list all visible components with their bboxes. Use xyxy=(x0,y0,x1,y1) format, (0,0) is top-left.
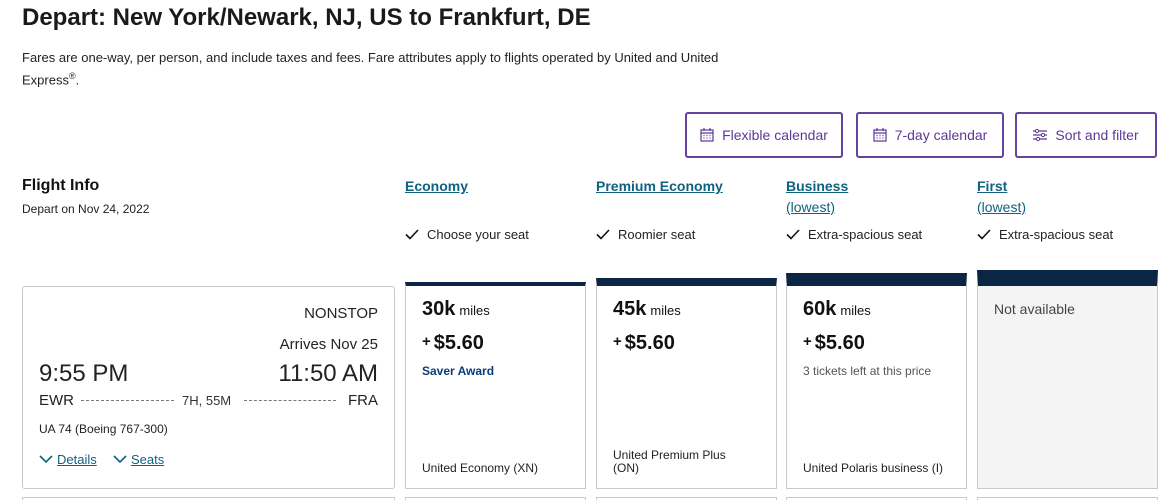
miles-unit: miles xyxy=(840,303,871,318)
fare-badge: Saver Award xyxy=(422,364,495,378)
price-amount: $5.60 xyxy=(624,332,675,354)
cabin-name[interactable]: First xyxy=(977,178,1008,194)
feature-label: Choose your seat xyxy=(427,227,529,242)
cabin-name[interactable]: Economy xyxy=(405,178,469,194)
flexible-calendar-button[interactable]: Flexible calendar xyxy=(685,112,843,158)
details-link[interactable]: Details xyxy=(39,452,97,467)
price: + $5.60 xyxy=(803,332,865,355)
origin: EWR xyxy=(39,392,74,409)
destination: FRA xyxy=(348,392,378,409)
fare-class: United Economy (XN) xyxy=(422,461,539,475)
depart-time: 9:55 PM xyxy=(39,360,129,387)
button-label: Flexible calendar xyxy=(722,127,828,143)
flight-card xyxy=(22,286,395,489)
price: + $5.60 xyxy=(613,332,675,355)
fare-class: United Premium Plus (ON) xyxy=(613,448,726,475)
check-icon xyxy=(405,229,419,240)
arrival-date: Arrives Nov 25 xyxy=(279,336,378,353)
miles-unit: miles xyxy=(459,303,490,318)
price-amount: $5.60 xyxy=(814,332,865,354)
feature-label: Extra-spacious seat xyxy=(808,227,923,242)
plus-sign: + xyxy=(422,333,431,350)
miles-amount: 45k xyxy=(613,298,647,320)
fare-card[interactable] xyxy=(596,278,777,489)
route-line xyxy=(81,400,174,401)
button-label: Sort and filter xyxy=(1055,127,1139,143)
page-title: Depart: New York/Newark, NJ, US to Frank… xyxy=(22,4,591,31)
chevron-icon xyxy=(113,455,127,464)
cabin-name[interactable]: Premium Economy xyxy=(596,178,723,194)
cabin-feature: Roomier seat xyxy=(596,227,695,242)
fare-class: United Polaris business (I) xyxy=(803,461,944,475)
chevron-icon xyxy=(39,455,53,464)
cabin-feature: Extra-spacious seat xyxy=(786,227,922,242)
availability-note: 3 tickets left at this price xyxy=(803,364,932,378)
next-fare-card xyxy=(786,497,967,500)
check-icon xyxy=(596,229,610,240)
button-label: 7-day calendar xyxy=(894,127,988,143)
cabin-name[interactable]: Business xyxy=(786,178,849,194)
disclaimer: Fares are one-way, per person, and inclu… xyxy=(22,50,719,88)
check-icon xyxy=(977,229,991,240)
cabin-sublabel[interactable]: (lowest) xyxy=(977,199,1027,215)
depart-date: Depart on Nov 24, 2022 xyxy=(22,202,150,216)
fare-card xyxy=(977,270,1158,489)
miles: 60k miles xyxy=(803,298,871,321)
miles-amount: 30k xyxy=(422,298,456,320)
stops: NONSTOP xyxy=(304,305,378,322)
arrive-time: 11:50 AM xyxy=(278,360,378,387)
feature-label: Extra-spacious seat xyxy=(999,227,1114,242)
cabin-feature: Choose your seat xyxy=(405,227,529,242)
sort-filter-button[interactable]: Sort and filter xyxy=(1015,112,1157,158)
not-available: Not available xyxy=(994,301,1075,317)
flight-info-heading: Flight Info xyxy=(22,177,100,194)
next-fare-card xyxy=(405,497,586,500)
price-amount: $5.60 xyxy=(433,332,484,354)
disclaimer-text: Fares are one-way, per person, and inclu… xyxy=(22,50,719,88)
miles-amount: 60k xyxy=(803,298,837,320)
next-fare-card xyxy=(596,497,777,500)
cabin-feature: Extra-spacious seat xyxy=(977,227,1113,242)
registered-mark: ® xyxy=(68,71,76,81)
feature-label: Roomier seat xyxy=(618,227,696,242)
miles-unit: miles xyxy=(650,303,681,318)
seven-day-calendar-button[interactable]: 7-day calendar xyxy=(856,112,1004,158)
plus-sign: + xyxy=(803,333,812,350)
check-icon xyxy=(786,229,800,240)
flight-number: UA 74 (Boeing 767-300) xyxy=(39,422,168,436)
calendar-icon xyxy=(873,128,887,142)
miles: 45k miles xyxy=(613,298,681,321)
next-flight-card xyxy=(22,497,395,500)
duration: 7H, 55M xyxy=(182,393,232,408)
filter-icon xyxy=(1033,128,1048,142)
fare-card[interactable] xyxy=(405,282,586,489)
next-fare-card xyxy=(977,497,1158,500)
fare-card[interactable] xyxy=(786,273,967,489)
plus-sign: + xyxy=(613,333,622,350)
link-label: Details xyxy=(57,452,97,467)
price: + $5.60 xyxy=(422,332,484,355)
miles: 30k miles xyxy=(422,298,490,321)
cabin-sublabel[interactable]: (lowest) xyxy=(786,199,836,215)
seats-link[interactable]: Seats xyxy=(113,452,164,467)
calendar-icon xyxy=(700,128,714,142)
link-label: Seats xyxy=(131,452,165,467)
route-line xyxy=(244,400,336,401)
